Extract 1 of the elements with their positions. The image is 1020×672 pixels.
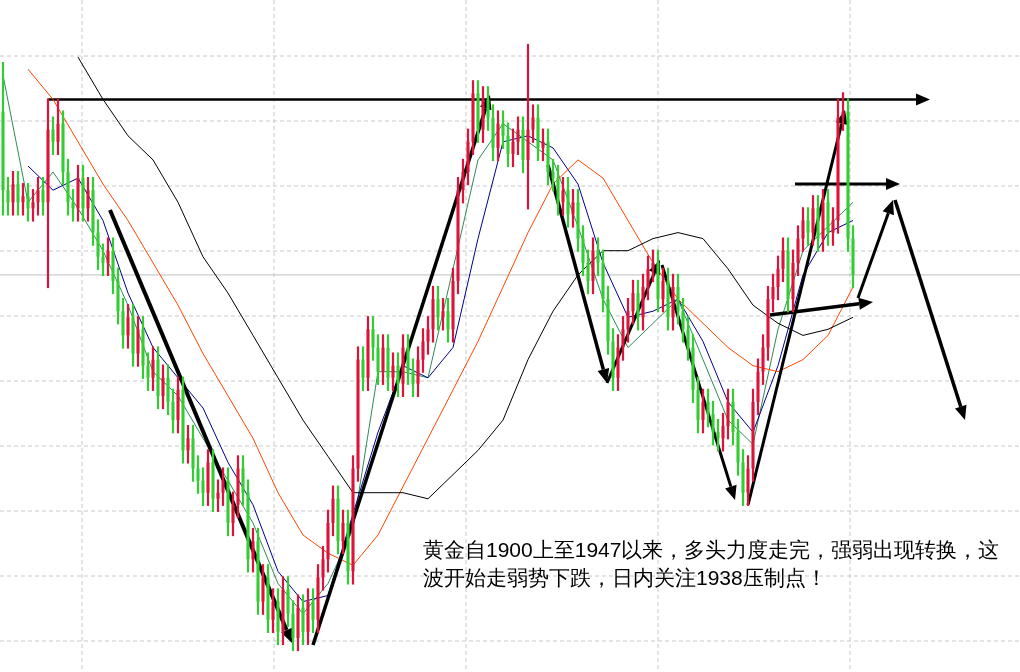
annotation: 黄金自1900上至1947以来，多头力度走完，强弱出现转换，这波开始走弱势下跌，日内关注1938压制点！ — [423, 537, 1001, 591]
